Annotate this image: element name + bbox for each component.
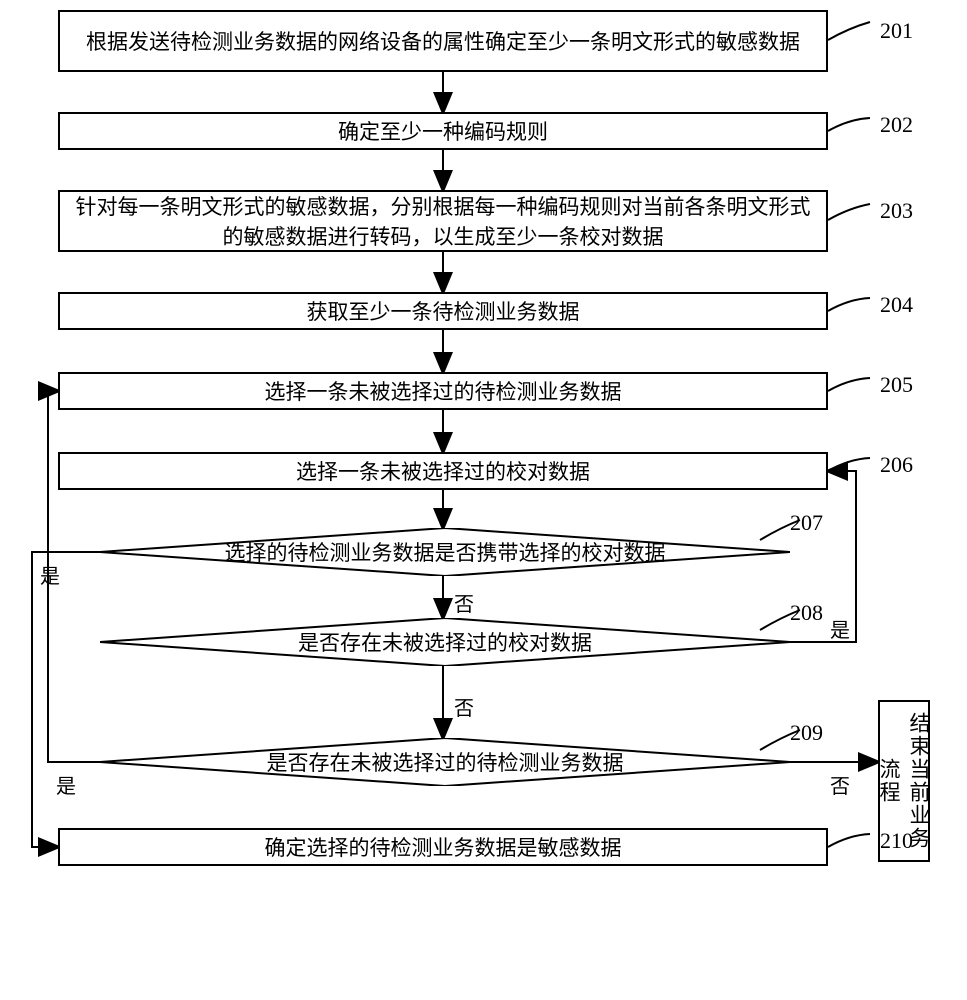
step-label-207: 207 bbox=[790, 510, 823, 536]
edge-label-10: 是 bbox=[830, 614, 850, 643]
flowchart-node-n202: 确定至少一种编码规则 bbox=[58, 112, 828, 150]
leader-2 bbox=[828, 204, 870, 220]
edge-8 bbox=[32, 552, 100, 847]
flowchart-node-n204: 获取至少一条待检测业务数据 bbox=[58, 292, 828, 330]
edge-label-11: 否 bbox=[830, 770, 850, 799]
step-label-203: 203 bbox=[880, 198, 913, 224]
edge-label-9: 是 bbox=[56, 770, 76, 799]
step-label-202: 202 bbox=[880, 112, 913, 138]
step-label-205: 205 bbox=[880, 372, 913, 398]
flowchart-node-n203: 针对每一条明文形式的敏感数据，分别根据每一种编码规则对当前各条明文形式的敏感数据… bbox=[58, 190, 828, 252]
leader-4 bbox=[828, 378, 870, 391]
leader-1 bbox=[828, 118, 870, 131]
node-text: 是否存在未被选择过的校对数据 bbox=[100, 618, 790, 666]
flowchart-node-n205: 选择一条未被选择过的待检测业务数据 bbox=[58, 372, 828, 410]
step-label-206: 206 bbox=[880, 452, 913, 478]
flowchart-node-n210: 确定选择的待检测业务数据是敏感数据 bbox=[58, 828, 828, 866]
flowchart-decision-n207: 选择的待检测业务数据是否携带选择的校对数据 bbox=[100, 528, 790, 576]
flowchart-decision-n208: 是否存在未被选择过的校对数据 bbox=[100, 618, 790, 666]
step-label-204: 204 bbox=[880, 292, 913, 318]
node-text: 选择的待检测业务数据是否携带选择的校对数据 bbox=[100, 528, 790, 576]
flowchart-node-n201: 根据发送待检测业务数据的网络设备的属性确定至少一条明文形式的敏感数据 bbox=[58, 10, 828, 72]
step-label-208: 208 bbox=[790, 600, 823, 626]
edge-label-8: 是 bbox=[40, 560, 60, 589]
leader-9 bbox=[828, 834, 870, 847]
flowchart-node-n206: 选择一条未被选择过的校对数据 bbox=[58, 452, 828, 490]
node-text: 是否存在未被选择过的待检测业务数据 bbox=[100, 738, 790, 786]
flowchart-decision-n209: 是否存在未被选择过的待检测业务数据 bbox=[100, 738, 790, 786]
edge-label-7: 否 bbox=[454, 692, 474, 721]
step-label-201: 201 bbox=[880, 18, 913, 44]
edge-label-6: 否 bbox=[454, 588, 474, 617]
step-label-210: 210 bbox=[880, 828, 913, 854]
leader-5 bbox=[828, 458, 870, 471]
step-label-209: 209 bbox=[790, 720, 823, 746]
leader-3 bbox=[828, 298, 870, 311]
leader-0 bbox=[828, 22, 870, 40]
